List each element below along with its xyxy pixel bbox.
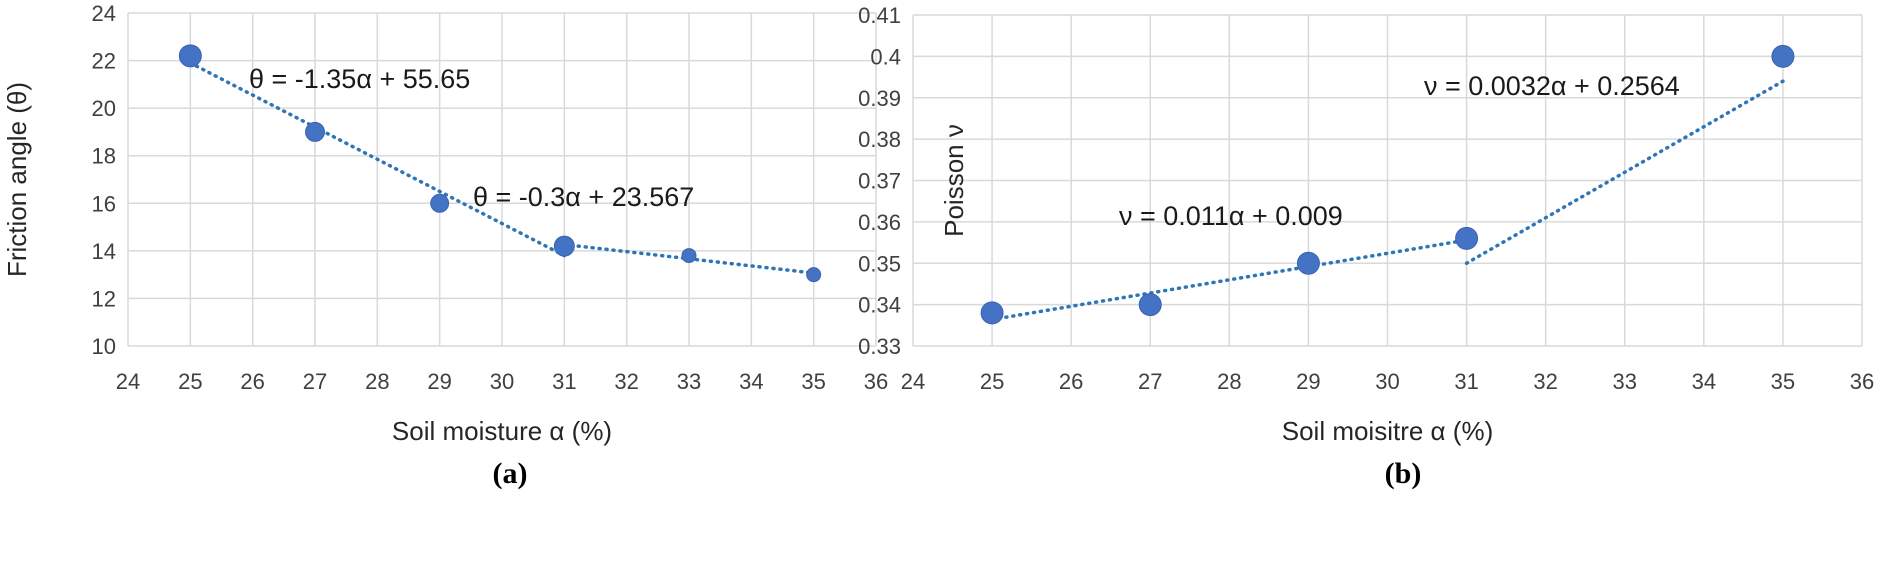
data-point — [430, 193, 450, 213]
x-tick-label: 28 — [365, 369, 389, 394]
y-tick-label: 16 — [92, 191, 116, 216]
x-tick-label: 25 — [980, 369, 1004, 394]
data-point — [980, 301, 1004, 325]
x-tick-label: 24 — [116, 369, 140, 394]
x-tick-label: 35 — [801, 369, 825, 394]
x-tick-label: 32 — [1533, 369, 1557, 394]
data-point — [681, 248, 697, 264]
x-tick-label: 24 — [901, 369, 925, 394]
y-tick-label: 0.33 — [858, 334, 901, 359]
y-tick-label: 20 — [92, 96, 116, 121]
x-tick-label: 27 — [1138, 369, 1162, 394]
data-point — [178, 44, 202, 68]
x-tick-label: 34 — [739, 369, 763, 394]
trendline-equation-2: θ = -0.3α + 23.567 — [473, 182, 694, 212]
panel-label: (b) — [1385, 457, 1422, 490]
x-tick-label: 36 — [1850, 369, 1874, 394]
data-point — [305, 121, 325, 142]
data-point — [553, 235, 575, 257]
y-tick-label: 22 — [92, 49, 116, 74]
y-tick-label: 10 — [92, 334, 116, 359]
x-tick-label: 30 — [490, 369, 514, 394]
y-tick-label: 0.41 — [858, 3, 901, 28]
x-tick-label: 28 — [1217, 369, 1241, 394]
y-tick-label: 0.4 — [870, 44, 901, 69]
x-axis-label: Soil moisitre α (%) — [1282, 416, 1494, 446]
y-axis-label: Poisson ν — [939, 124, 969, 237]
trendline-equation-1: ν = 0.0032α + 0.2564 — [1424, 71, 1680, 101]
data-point — [1138, 293, 1162, 317]
trendline-1 — [188, 61, 567, 258]
x-tick-label: 32 — [614, 369, 638, 394]
x-tick-label: 35 — [1771, 369, 1795, 394]
panel-label: (a) — [493, 457, 528, 490]
x-tick-label: 25 — [178, 369, 202, 394]
data-point — [1771, 44, 1795, 68]
y-tick-label: 0.38 — [858, 127, 901, 152]
x-tick-label: 29 — [427, 369, 451, 394]
y-tick-label: 0.35 — [858, 251, 901, 276]
y-tick-label: 0.34 — [858, 293, 901, 318]
y-tick-label: 0.36 — [858, 210, 901, 235]
trendline-2 — [1464, 79, 1785, 265]
trendline-equation-2: ν = 0.011α + 0.009 — [1119, 201, 1343, 231]
trendline-equation-1: θ = -1.35α + 55.65 — [249, 64, 470, 94]
x-tick-label: 26 — [1059, 369, 1083, 394]
x-tick-label: 33 — [1613, 369, 1637, 394]
x-tick-label: 26 — [240, 369, 264, 394]
x-tick-label: 27 — [303, 369, 327, 394]
y-tick-label: 12 — [92, 286, 116, 311]
y-tick-label: 0.37 — [858, 169, 901, 194]
chart-panel-a: 10 12 14 16 18 20 22 24 24 25 26 27 28 29 30 31 32 33 34 35… — [2, 1, 888, 490]
data-point — [1296, 251, 1320, 275]
x-tick-label: 36 — [864, 369, 888, 394]
x-tick-label: 33 — [677, 369, 701, 394]
x-tick-label: 29 — [1296, 369, 1320, 394]
data-point — [806, 267, 822, 283]
x-tick-label: 34 — [1692, 369, 1716, 394]
y-tick-label: 18 — [92, 144, 116, 169]
y-tick-label: 0.39 — [858, 86, 901, 111]
x-axis-label: Soil moisture α (%) — [392, 416, 612, 446]
y-axis-label: Friction angle (θ) — [2, 82, 32, 277]
y-tick-label: 24 — [92, 1, 116, 26]
chart-panel-b: 0.33 0.34 0.35 0.36 0.37 0.38 0.39 0.4 0.41 24 25 2… — [858, 3, 1874, 490]
data-point — [1455, 226, 1479, 250]
y-tick-label: 14 — [92, 239, 116, 264]
x-tick-label: 31 — [1454, 369, 1478, 394]
trendline-1 — [990, 238, 1469, 322]
x-tick-label: 31 — [552, 369, 576, 394]
x-tick-label: 30 — [1375, 369, 1399, 394]
